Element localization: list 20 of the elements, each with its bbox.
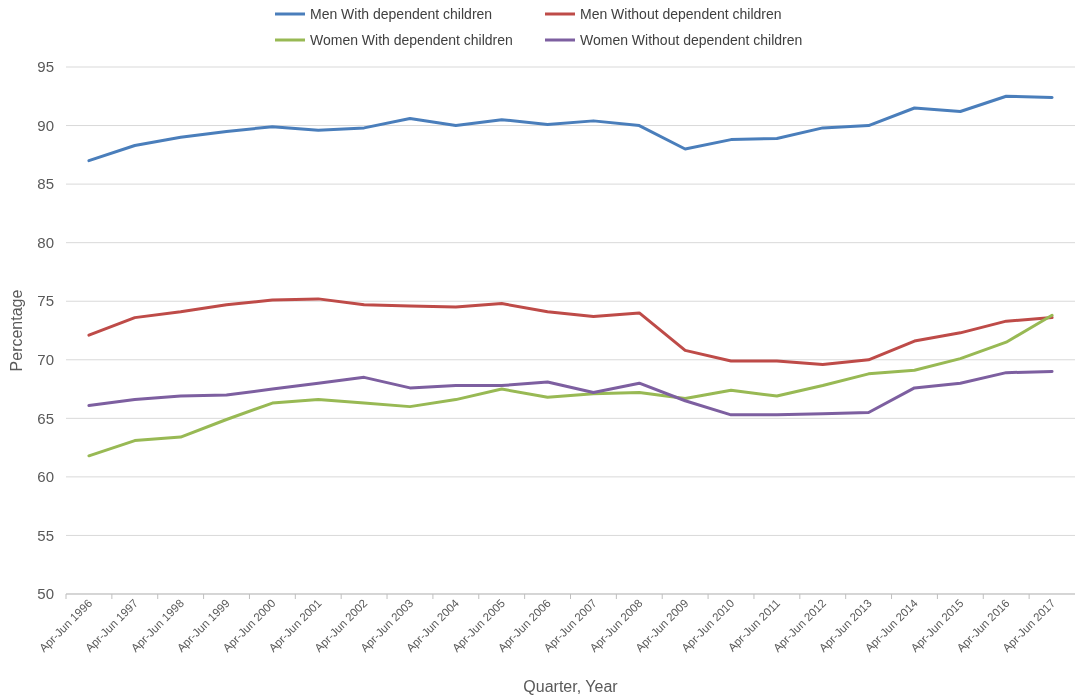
legend-label: Women With dependent children xyxy=(310,31,513,48)
legend-label: Men Without dependent children xyxy=(580,5,782,22)
line-series xyxy=(87,313,1054,458)
legend-label: Men With dependent children xyxy=(310,5,493,22)
y-tick-label: 90 xyxy=(37,116,54,134)
y-tick-label: 60 xyxy=(37,468,54,486)
legend-label: Women Without dependent children xyxy=(580,31,803,48)
line-series xyxy=(87,369,1054,417)
y-tick-label: 50 xyxy=(37,585,54,603)
y-tick-label: 95 xyxy=(37,58,54,76)
x-axis-title: Quarter, Year xyxy=(523,678,619,695)
y-tick-label: 65 xyxy=(37,409,54,427)
y-tick-label: 70 xyxy=(37,351,54,369)
y-tick-label: 80 xyxy=(37,233,54,251)
y-tick-label: 75 xyxy=(37,292,54,310)
line-series xyxy=(87,297,1054,366)
y-axis-title: Percentage xyxy=(8,289,25,372)
line-series xyxy=(87,94,1054,163)
y-tick-label: 55 xyxy=(37,526,54,544)
y-tick-label: 85 xyxy=(37,175,54,193)
